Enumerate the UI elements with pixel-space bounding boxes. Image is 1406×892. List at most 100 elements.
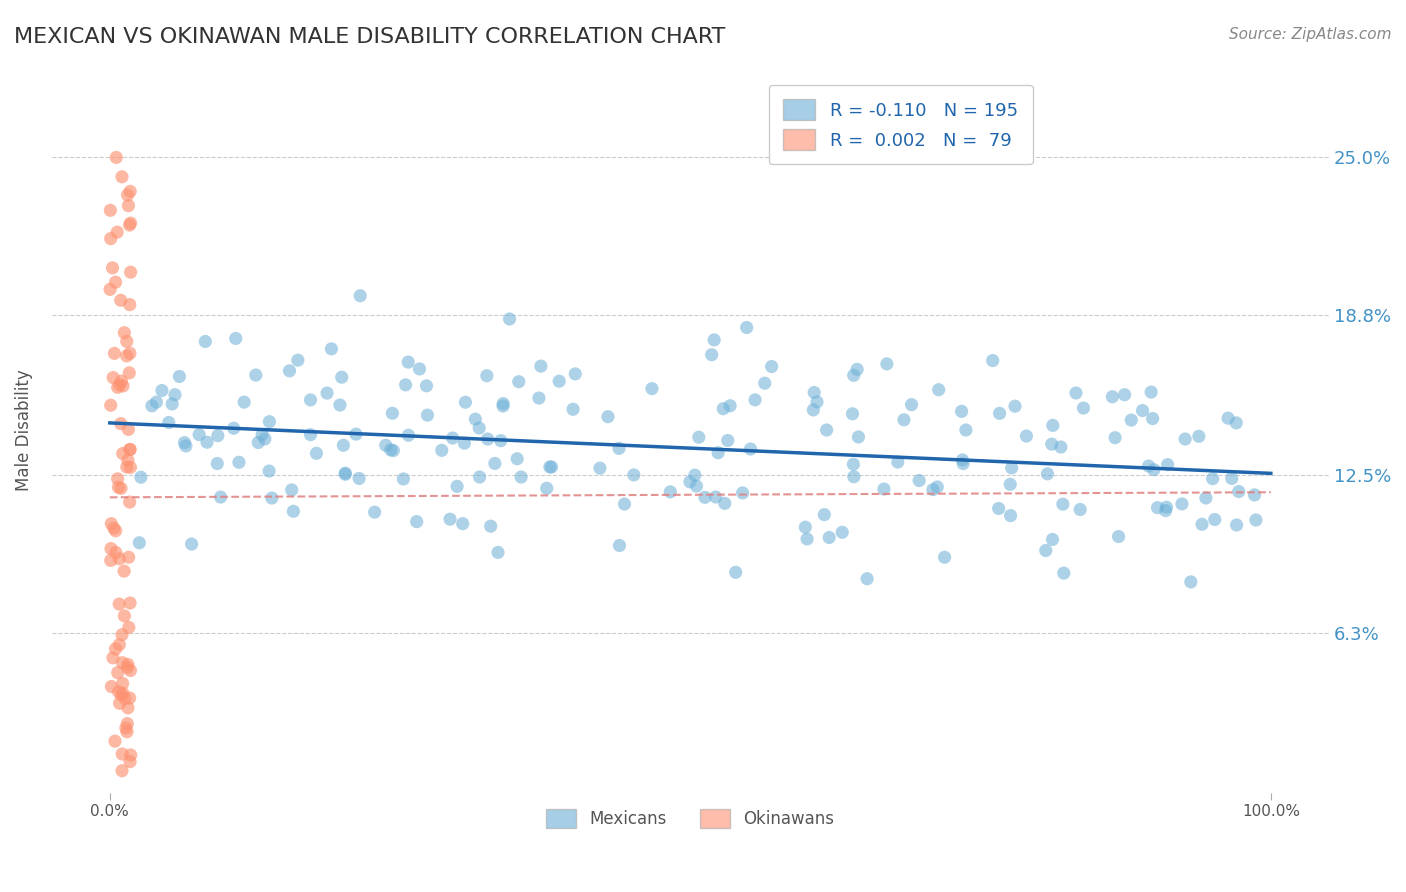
Point [468,421,491,435]
Point [329,398,352,412]
Point [818,531,841,545]
Point [100,398,122,412]
Point [250,427,273,442]
Point [801,403,824,417]
Point [1156,500,1178,515]
Point [1171,497,1194,511]
Point [479,519,502,533]
Point [101,260,124,275]
Point [332,438,354,452]
Point [180,537,202,551]
Point [108,597,131,611]
Point [1143,463,1166,477]
Point [506,451,529,466]
Point [103,370,125,384]
Point [679,475,702,489]
Point [107,685,129,699]
Point [299,392,322,407]
Point [160,397,183,411]
Point [893,413,915,427]
Point [101,650,124,665]
Point [596,409,619,424]
Point [110,417,132,431]
Point [110,293,132,308]
Point [117,199,139,213]
Point [163,388,186,402]
Point [117,716,139,731]
Point [195,435,218,450]
Point [806,395,828,409]
Text: Source: ZipAtlas.com: Source: ZipAtlas.com [1229,27,1392,42]
Point [117,550,139,565]
Point [100,232,122,246]
Point [1174,432,1197,446]
Point [157,416,180,430]
Point [110,688,132,702]
Point [120,265,142,279]
Point [114,691,136,706]
Point [145,395,167,409]
Point [118,346,141,360]
Point [108,551,131,566]
Point [110,374,132,388]
Point [128,535,150,549]
Point [111,676,134,690]
Point [813,508,835,522]
Point [247,435,270,450]
Point [174,439,197,453]
Point [169,369,191,384]
Point [693,491,716,505]
Point [111,379,134,393]
Point [1001,461,1024,475]
Point [754,376,776,391]
Point [718,399,741,413]
Point [987,501,1010,516]
Point [711,401,734,416]
Point [305,446,328,460]
Point [374,438,396,452]
Point [112,564,135,578]
Point [707,446,730,460]
Point [492,399,515,413]
Point [1225,416,1247,430]
Point [100,516,122,531]
Point [464,412,486,426]
Point [508,375,530,389]
Point [104,524,127,538]
Point [259,415,281,429]
Point [335,467,357,482]
Point [287,353,309,368]
Point [1204,512,1226,526]
Point [1114,387,1136,401]
Point [120,664,142,678]
Point [794,520,817,534]
Point [194,334,217,349]
Point [562,402,585,417]
Point [381,406,404,420]
Point [564,367,586,381]
Point [468,470,491,484]
Point [105,225,128,239]
Point [955,423,977,437]
Point [1042,418,1064,433]
Point [848,430,870,444]
Point [173,435,195,450]
Point [115,724,138,739]
Point [1188,429,1211,443]
Point [1180,574,1202,589]
Point [118,218,141,232]
Point [841,407,863,421]
Point [118,298,141,312]
Point [100,553,122,567]
Point [118,691,141,706]
Point [396,355,419,369]
Point [188,427,211,442]
Point [1156,458,1178,472]
Point [120,460,142,475]
Point [1140,385,1163,400]
Point [120,185,142,199]
Point [873,482,896,496]
Point [683,468,706,483]
Point [927,480,949,494]
Point [141,399,163,413]
